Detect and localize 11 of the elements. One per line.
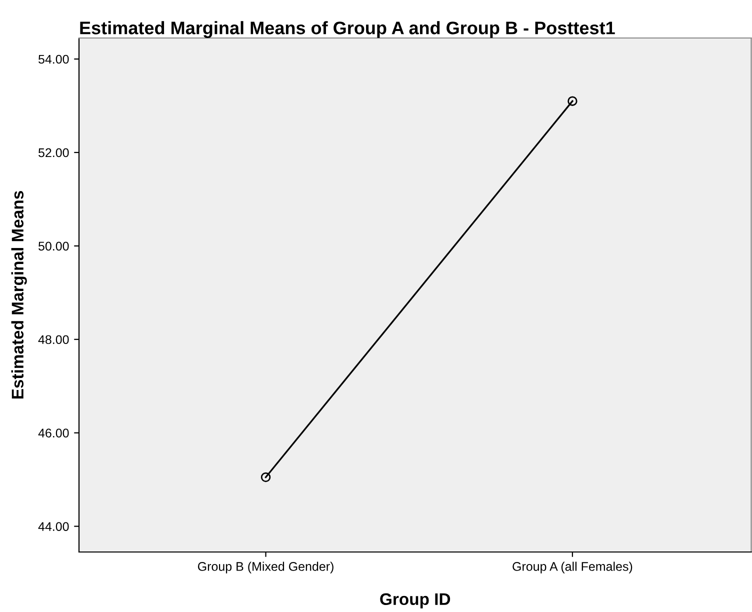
y-tick-label: 52.00 — [38, 148, 69, 158]
chart-title: Estimated Marginal Means of Group A and Group B - Posttest1 — [80, 21, 615, 38]
y-tick-label: 48.00 — [38, 335, 69, 344]
y-tick-label: 54.00 — [38, 54, 69, 64]
y-tick-label: 44.00 — [38, 522, 69, 531]
x-tick-label: Group A (all Females) — [512, 562, 632, 574]
y-tick-label: 46.00 — [38, 428, 69, 438]
y-tick-label: 50.00 — [38, 242, 69, 251]
x-tick-label: Group B (Mixed Gender) — [198, 562, 334, 574]
x-axis-title: Group ID — [380, 593, 450, 608]
y-axis-title: Estimated Marginal Means — [11, 191, 27, 399]
